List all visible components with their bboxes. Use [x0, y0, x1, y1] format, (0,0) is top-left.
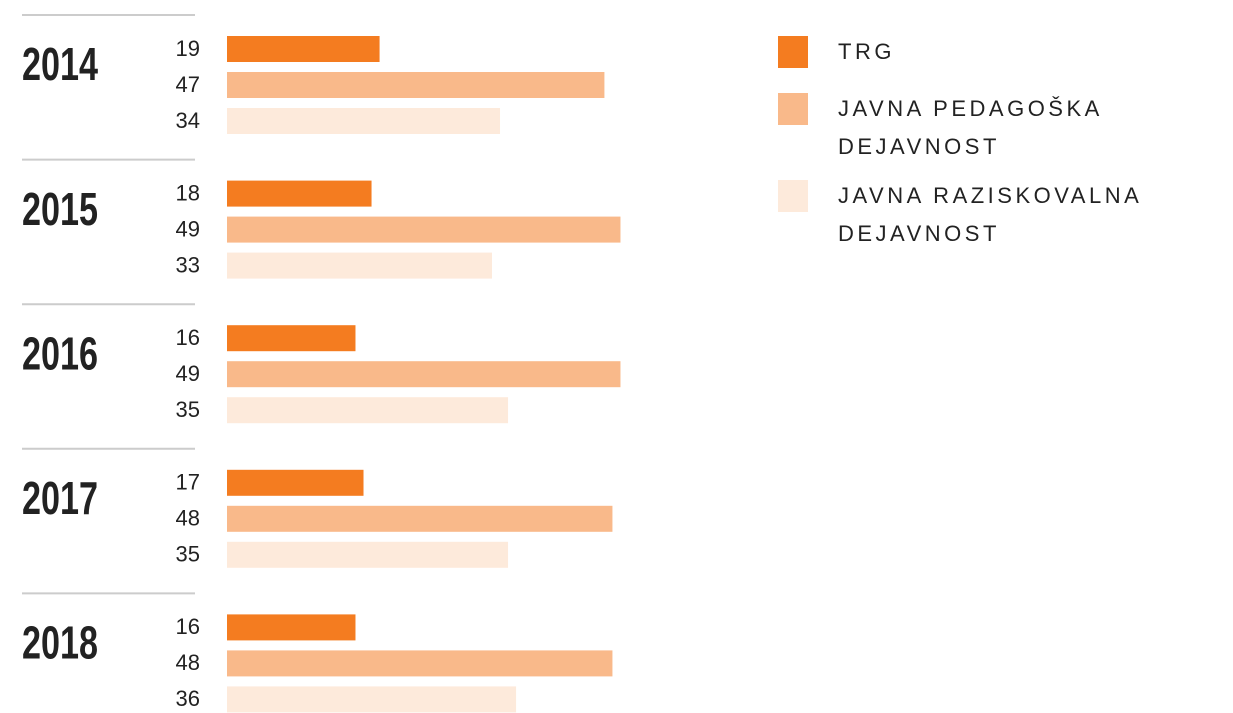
bar	[227, 541, 509, 568]
bar	[227, 72, 605, 98]
value-label: 19	[176, 36, 200, 61]
bar	[227, 397, 509, 424]
value-label: 49	[176, 361, 200, 386]
bar	[227, 36, 380, 62]
value-label: 48	[176, 650, 200, 675]
bar	[227, 252, 492, 279]
bar	[227, 686, 517, 713]
bar	[227, 108, 501, 134]
value-label: 34	[176, 108, 200, 133]
legend-label: JAVNA PEDAGOŠKA DEJAVNOST	[838, 96, 1102, 159]
year-label: 2018	[22, 617, 98, 669]
legend-item: JAVNA RAZISKOVALNA DEJAVNOST	[778, 180, 1228, 253]
value-label: 48	[176, 506, 200, 531]
bar	[227, 361, 621, 388]
bar	[227, 505, 613, 532]
value-label: 17	[176, 470, 200, 495]
bar	[227, 216, 621, 243]
bar	[227, 614, 356, 641]
bar	[227, 180, 372, 207]
year-label: 2014	[22, 38, 98, 90]
value-label: 47	[176, 72, 200, 97]
legend-label: JAVNA RAZISKOVALNA DEJAVNOST	[838, 183, 1142, 246]
bar	[227, 469, 364, 496]
value-label: 35	[176, 397, 200, 422]
legend-swatch	[778, 93, 808, 125]
year-label: 2015	[22, 183, 98, 235]
year-label: 2017	[22, 472, 98, 524]
legend-swatch	[778, 36, 808, 68]
bar	[227, 650, 613, 677]
value-label: 35	[176, 542, 200, 567]
legend-item: TRG	[778, 36, 1228, 71]
legend-swatch	[778, 180, 808, 212]
value-label: 33	[176, 252, 200, 277]
value-label: 16	[176, 614, 200, 639]
value-label: 18	[176, 180, 200, 205]
legend-label: TRG	[838, 39, 895, 64]
legend-item: JAVNA PEDAGOŠKA DEJAVNOST	[778, 93, 1228, 166]
value-label: 36	[176, 686, 200, 711]
value-label: 16	[176, 325, 200, 350]
year-label: 2016	[22, 327, 98, 379]
value-label: 49	[176, 216, 200, 241]
bar	[227, 325, 356, 352]
